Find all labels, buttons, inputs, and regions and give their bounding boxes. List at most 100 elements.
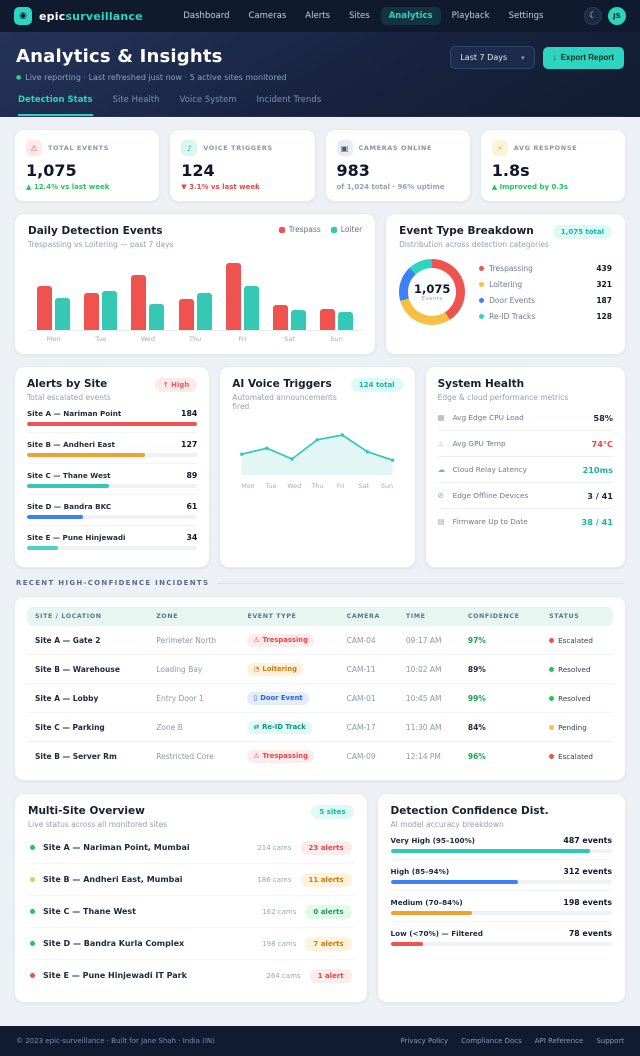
brand-name[interactable]: epicsurveillance [39, 10, 143, 23]
cell-time: 09:17 AM [397, 626, 460, 655]
column-site-location: SITE / LOCATION [27, 607, 149, 626]
tab-incident-trends[interactable]: Incident Trends [256, 95, 322, 105]
bar-loiter-fri[interactable] [243, 285, 259, 330]
x-tick: Tue [265, 483, 277, 490]
legend-trespassing[interactable]: Trespassing 439 [479, 260, 612, 276]
bar-chart [28, 259, 363, 331]
bar-trespass-sun[interactable] [320, 308, 336, 330]
tab-site-health[interactable]: Site Health [112, 95, 160, 105]
hbar-track [27, 515, 198, 519]
event-type-icon: ⚠ [253, 752, 260, 760]
footer-link-api-reference[interactable]: API Reference [534, 1037, 584, 1045]
speaker-icon: ♪ [181, 140, 198, 156]
hbar-fill [27, 484, 110, 488]
x-tick: Mon [241, 483, 255, 490]
theme-toggle-moon-icon[interactable]: ☾ [583, 7, 602, 25]
hbar-label: Site C — Thane West [27, 471, 111, 480]
x-tick: Sat [358, 483, 369, 490]
list-item-site-b-andheri-east-mumbai[interactable]: Site B — Andheri East, Mumbai 186 cams 1… [28, 864, 354, 896]
list-item-site-c-thane-west[interactable]: Site C — Thane West 162 cams 0 alerts [28, 896, 354, 928]
date-range-select[interactable]: Last 7 Days ▾ [450, 46, 535, 69]
nav-item-alerts[interactable]: Alerts [305, 11, 330, 21]
nav-item-cameras[interactable]: Cameras [248, 11, 287, 21]
donut-center: 1,075 Events [408, 268, 457, 316]
card-subtitle: Automated announcements fired [232, 393, 337, 411]
hbar-value: 198 events [563, 898, 612, 907]
system-health-card: System Health Edge & cloud performance m… [424, 366, 626, 568]
table-row[interactable]: Site C — Parking Zone B ⇄ Re-ID Track CAM… [27, 712, 613, 742]
list-item-site-d-bandra-kurla-complex[interactable]: Site D — Bandra Kurla Complex 198 cams 7… [28, 928, 354, 960]
nav-item-playback[interactable]: Playback [451, 11, 490, 21]
cell-zone: Perimeter North [148, 626, 240, 655]
bar-group-fri [219, 259, 266, 330]
cell-camera: CAM-11 [338, 654, 398, 684]
hbar-value: 184 [181, 409, 198, 418]
bar-trespass-tue[interactable] [84, 293, 100, 330]
kpi-label: AVG RESPONSE [513, 144, 578, 152]
nav-item-dashboard[interactable]: Dashboard [183, 11, 230, 21]
table-row[interactable]: Site A — Gate 2 Perimeter North ⚠ Trespas… [27, 626, 613, 655]
hbar-row-site-d-bandra-bkc[interactable]: Site D — Bandra BKC 61 [27, 495, 198, 526]
nav-item-sites[interactable]: Sites [348, 11, 370, 21]
bar-loiter-wed[interactable] [149, 303, 165, 330]
hbar-row-high-85-94[interactable]: High (85–94%) 312 events [390, 860, 612, 891]
table-row[interactable]: Site B — Server Rm Restricted Core ⚠ Tres… [27, 742, 613, 771]
cpu-icon: ▦ [437, 413, 445, 422]
tab-detection-stats[interactable]: Detection Stats [18, 95, 93, 116]
hbar-row-medium-70-84[interactable]: Medium (70–84%) 198 events [390, 891, 612, 922]
cell-event: ⚠ Trespassing [239, 742, 338, 771]
health-label: Firmware Up to Date [452, 517, 528, 526]
legend-trespass[interactable]: Trespass [278, 225, 321, 234]
bar-loiter-mon[interactable] [55, 298, 71, 330]
hbar-label: Medium (70–84%) [390, 898, 463, 907]
brand-accent: surveillance [65, 9, 143, 23]
hbar-track [27, 422, 198, 426]
firmware-icon: ▤ [437, 517, 445, 526]
legend-re-id-tracks[interactable]: Re-ID Tracks 128 [479, 308, 612, 324]
status-dot [549, 666, 555, 672]
hbar-label: High (85–94%) [390, 867, 450, 876]
nav-item-analytics[interactable]: Analytics [380, 7, 441, 25]
hbar-row-very-high-95-100[interactable]: Very High (95–100%) 487 events [390, 829, 612, 860]
export-report-button[interactable]: ↓ Export Report [542, 46, 624, 69]
bar-trespass-mon[interactable] [37, 285, 53, 330]
footer-link-compliance-docs[interactable]: Compliance Docs [461, 1037, 522, 1045]
bar-loiter-sat[interactable] [290, 310, 306, 330]
bar-loiter-sun[interactable] [338, 312, 354, 330]
legend-loitering[interactable]: Loitering 321 [479, 276, 612, 292]
bar-trespass-sat[interactable] [272, 305, 288, 330]
health-value: 38 / 41 [581, 516, 613, 527]
user-avatar[interactable]: JS [607, 7, 626, 25]
bar-group-thu [172, 259, 219, 330]
hbar-row-low-70-filtered[interactable]: Low (<70%) — Filtered 78 events [390, 922, 612, 952]
tab-voice-system[interactable]: Voice System [179, 95, 237, 105]
logo-eye-icon[interactable]: ◉ [14, 7, 32, 25]
bar-trespass-wed[interactable] [131, 274, 147, 330]
table-row[interactable]: Site A — Lobby Entry Door 1 ▯ Door Event … [27, 683, 613, 713]
legend-door-events[interactable]: Door Events 187 [479, 292, 612, 308]
list-item-site-e-pune-hinjewadi-it-park[interactable]: Site E — Pune Hinjewadi IT Park 264 cams… [28, 960, 354, 991]
x-tick: Thu [311, 483, 324, 490]
bar-loiter-tue[interactable] [102, 290, 118, 330]
kpi-label: TOTAL EVENTS [48, 144, 109, 152]
nav-item-settings[interactable]: Settings [508, 11, 544, 21]
legend-value: 439 [596, 263, 612, 273]
footer-link-support[interactable]: Support [596, 1037, 624, 1045]
hbar-row-site-b-andheri-east[interactable]: Site B — Andheri East 127 [27, 433, 198, 464]
list-item-site-a-nariman-point-mumbai[interactable]: Site A — Nariman Point, Mumbai 214 cams … [28, 832, 354, 864]
hbar-value: 312 events [563, 867, 612, 876]
table-row[interactable]: Site B — Warehouse Loading Bay ◔ Loiterin… [27, 654, 613, 684]
bar-trespass-thu[interactable] [178, 298, 194, 330]
hbar-row-site-c-thane-west[interactable]: Site C — Thane West 89 [27, 464, 198, 495]
bar-loiter-thu[interactable] [196, 293, 212, 330]
kpi-sub: ▼ 3.1% vs last week [181, 183, 260, 191]
cell-confidence: 89% [459, 654, 542, 684]
table-header: SITE / LOCATION ZONE EVENT TYPE CAMERA TIME C… [27, 607, 613, 626]
legend-dot [330, 226, 337, 233]
legend-loiter[interactable]: Loiter [330, 225, 362, 234]
hbar-row-site-a-nariman-point[interactable]: Site A — Nariman Point 184 [27, 402, 198, 433]
hbar-label: Site D — Bandra BKC [27, 502, 112, 511]
bar-trespass-fri[interactable] [225, 262, 241, 330]
hbar-row-site-e-pune-hinjewadi[interactable]: Site E — Pune Hinjewadi 34 [27, 526, 198, 556]
footer-link-privacy-policy[interactable]: Privacy Policy [400, 1037, 449, 1045]
